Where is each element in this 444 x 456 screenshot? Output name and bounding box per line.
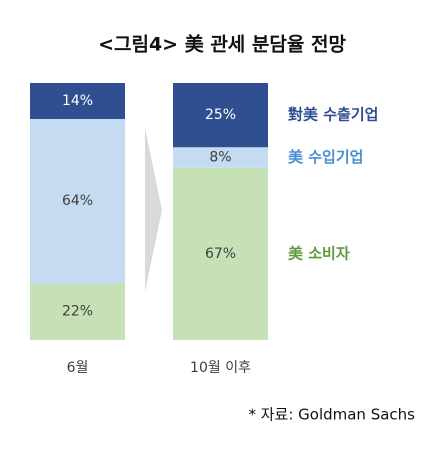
bar-segment xyxy=(30,83,125,119)
legend-label: 對美 수출기업 xyxy=(288,106,378,124)
legend-label: 美 소비자 xyxy=(288,244,350,262)
bar-segment xyxy=(173,83,268,148)
x-tick-label: 10월 이후 xyxy=(190,360,251,376)
bar-segment xyxy=(173,167,268,340)
legend-label: 美 수입기업 xyxy=(288,148,363,166)
arrow xyxy=(145,128,162,292)
bar-segment xyxy=(173,147,268,168)
value-label: 14% xyxy=(62,93,93,109)
value-label: 64% xyxy=(62,193,93,209)
bar-segment xyxy=(30,283,125,340)
value-label: 22% xyxy=(62,304,93,320)
source-note: * 자료: Goldman Sachs xyxy=(248,406,415,424)
value-label: 8% xyxy=(209,150,231,166)
chart-title: <그림4> 美 관세 분담율 전망 xyxy=(98,33,346,56)
x-tick-label: 6월 xyxy=(67,360,89,376)
value-label: 25% xyxy=(205,107,236,123)
bar-segment xyxy=(30,118,125,284)
value-label: 67% xyxy=(205,246,236,262)
